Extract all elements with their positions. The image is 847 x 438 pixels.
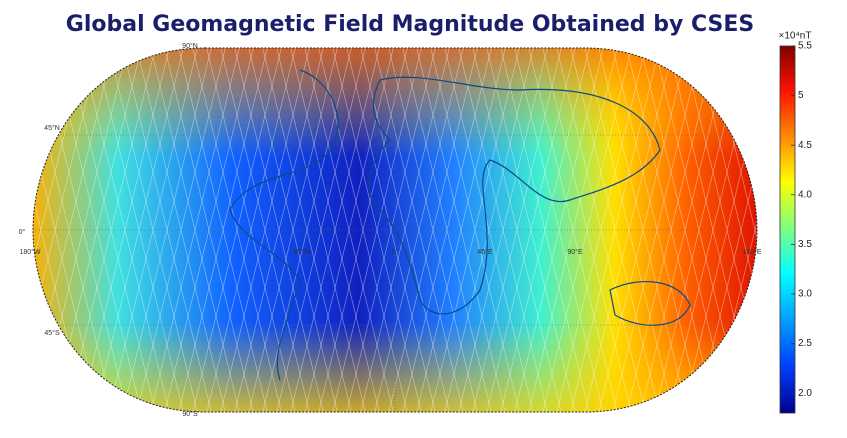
- track: [415, 48, 507, 412]
- track: [541, 48, 633, 412]
- track: [541, 48, 633, 412]
- track: [331, 48, 423, 412]
- track: [205, 48, 297, 412]
- globe: [0, 45, 847, 415]
- track: [836, 45, 847, 415]
- track: [457, 48, 549, 412]
- lon-label: 180°E: [742, 248, 761, 256]
- colorbar-tick-label: 3.5: [798, 239, 812, 250]
- track: [121, 48, 213, 412]
- map-title: Global Geomagnetic Field Magnitude Obtai…: [66, 12, 754, 37]
- lat-label: 45°N: [44, 124, 60, 132]
- coastlines: [229, 69, 691, 381]
- track: [0, 45, 30, 415]
- track: [625, 48, 717, 412]
- track: [373, 48, 465, 412]
- lon-label: 0°: [392, 248, 399, 256]
- track: [583, 48, 675, 412]
- coast-eurafrasia: [368, 76, 661, 315]
- track: [289, 48, 381, 412]
- colorbar-tick-label: 4.5: [798, 140, 812, 151]
- colorbar-tick-label: 2.0: [798, 388, 812, 399]
- lon-label: 180°W: [19, 248, 40, 256]
- track: [808, 45, 847, 415]
- lat-label: 0°: [19, 228, 26, 236]
- track: [499, 48, 591, 412]
- track: [0, 45, 2, 415]
- lon-label: 90°E: [567, 248, 583, 256]
- track: [751, 48, 757, 412]
- track: [79, 48, 171, 412]
- track: [625, 48, 717, 412]
- track: [822, 45, 847, 415]
- track: [499, 48, 591, 412]
- track: [121, 48, 213, 412]
- track: [0, 45, 2, 415]
- lon-label: 45°E: [477, 248, 493, 256]
- track: [373, 48, 465, 412]
- colorbar-tick-label: 4.0: [798, 189, 812, 200]
- track: [163, 48, 255, 412]
- lat-label: 90°S: [182, 410, 198, 418]
- colorbar-tick-label: 5: [798, 90, 804, 101]
- colorbar-tick-label: 3.0: [798, 289, 812, 300]
- track: [583, 48, 675, 412]
- track: [836, 45, 847, 415]
- track: [751, 48, 757, 412]
- track: [205, 48, 297, 412]
- track: [457, 48, 549, 412]
- coast-americas: [229, 69, 339, 381]
- colorbar: ×10⁴nT 5.5 5 4.5 4.0 3.5 3.0 2.5 2.0: [779, 31, 812, 414]
- track: [79, 48, 171, 412]
- track: [0, 45, 16, 415]
- track: [247, 48, 339, 412]
- lat-label: 90°N: [182, 42, 198, 50]
- track: [289, 48, 381, 412]
- track: [0, 45, 30, 415]
- track: [163, 48, 255, 412]
- track: [415, 48, 507, 412]
- track: [808, 45, 847, 415]
- track: [766, 45, 847, 415]
- colorbar-unit: ×10⁴nT: [779, 31, 812, 42]
- track: [766, 45, 847, 415]
- track: [247, 48, 339, 412]
- colorbar-scale: [779, 45, 796, 414]
- lat-label: 45°S: [44, 329, 60, 337]
- track: [0, 45, 16, 415]
- coast-australia: [609, 280, 691, 326]
- track: [331, 48, 423, 412]
- lon-label: 45°W: [293, 248, 311, 256]
- colorbar-tick-label: 5.5: [798, 41, 812, 52]
- track: [822, 45, 847, 415]
- colorbar-tick-label: 2.5: [798, 338, 812, 349]
